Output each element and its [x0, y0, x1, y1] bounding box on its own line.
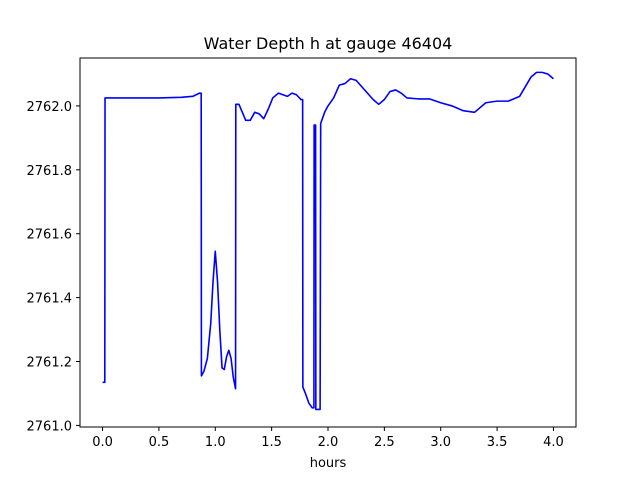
y-tick-label: 2761.6	[27, 228, 73, 243]
x-tick-label: 1.5	[261, 435, 282, 450]
x-tick-label: 0.0	[92, 435, 113, 450]
x-tick-label: 3.0	[430, 435, 451, 450]
y-tick-label: 2761.4	[27, 292, 73, 307]
x-tick-label: 2.5	[374, 435, 395, 450]
y-tick-label: 2761.8	[27, 164, 73, 179]
x-tick-label: 1.0	[205, 435, 226, 450]
x-tick-label: 4.0	[543, 435, 564, 450]
y-tick-label: 2762.0	[27, 100, 73, 115]
y-tick-label: 2761.2	[27, 356, 73, 371]
x-axis-ticks: 0.0 0.5 1.0 1.5 2.0 2.5 3.0 3.5 4.0	[92, 427, 564, 450]
x-tick-label: 3.5	[487, 435, 508, 450]
y-tick-label: 2761.0	[27, 419, 73, 434]
chart-title: Water Depth h at gauge 46404	[204, 34, 453, 53]
x-tick-label: 0.5	[149, 435, 170, 450]
series-layer	[102, 71, 554, 411]
series-line	[102, 71, 554, 411]
x-axis-label: hours	[310, 456, 347, 471]
x-tick-label: 2.0	[318, 435, 339, 450]
y-axis-ticks: 2761.0 2761.2 2761.4 2761.6 2761.8 2762.0	[27, 100, 80, 434]
